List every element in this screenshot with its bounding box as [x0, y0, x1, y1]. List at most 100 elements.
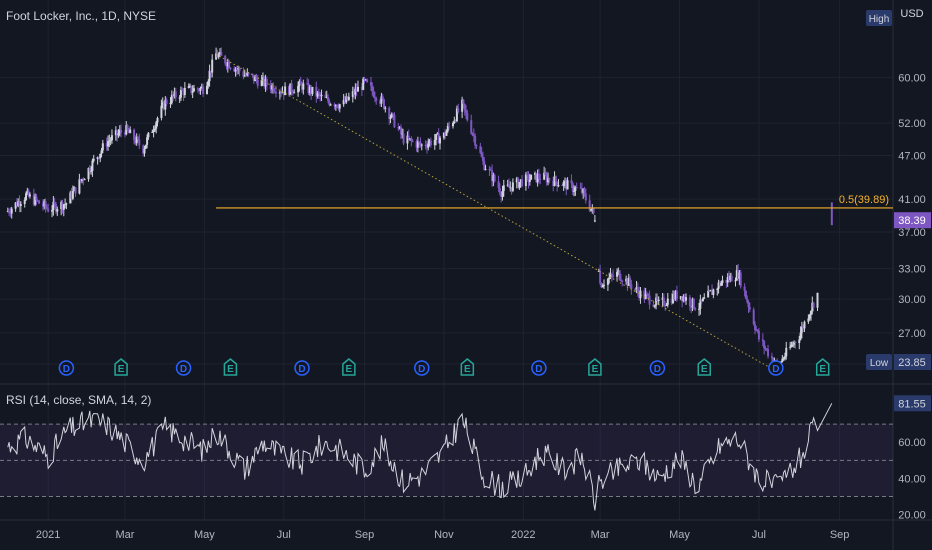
candle-body — [511, 182, 514, 191]
candle — [528, 173, 531, 186]
price-axis[interactable]: USD High 60.00 52.00 47.00 41.00 37.00 33.00 30.… — [866, 8, 931, 522]
candle — [238, 66, 241, 77]
candle-body — [287, 86, 290, 95]
earnings-marker[interactable]: E — [460, 358, 475, 376]
dividend-marker[interactable]: D — [58, 360, 75, 376]
candle — [384, 106, 387, 113]
time-tick-label: Mar — [591, 529, 610, 541]
candle — [653, 304, 656, 309]
candle-body — [506, 184, 509, 186]
candle — [475, 144, 478, 150]
candle-body — [570, 180, 573, 184]
candle-body — [234, 68, 237, 72]
candle-body — [579, 187, 582, 189]
earnings-marker[interactable]: E — [697, 358, 711, 376]
candle — [698, 302, 701, 316]
dividend-marker[interactable]: D — [768, 360, 784, 376]
candle — [798, 335, 801, 350]
candle-body — [526, 174, 529, 176]
candle — [273, 88, 276, 94]
candle — [489, 167, 492, 171]
earnings-marker[interactable]: E — [342, 358, 356, 376]
candle-body — [803, 321, 806, 329]
candle-body — [465, 109, 468, 114]
candle-body — [327, 97, 330, 101]
candle-body — [355, 88, 358, 92]
event-symbol: D — [772, 364, 779, 375]
dividend-marker[interactable]: D — [294, 360, 310, 376]
candle — [470, 114, 473, 135]
candle — [571, 181, 574, 195]
candle — [744, 290, 747, 299]
candle — [599, 264, 602, 286]
candle — [471, 132, 474, 137]
candle — [411, 138, 414, 143]
candle — [41, 199, 44, 211]
dividend-marker[interactable]: D — [414, 360, 430, 376]
price-tick-label: 27.00 — [898, 328, 926, 340]
candle-body — [584, 193, 587, 201]
earnings-marker[interactable]: E — [815, 358, 830, 376]
candle — [181, 87, 184, 92]
candle-body — [14, 202, 17, 209]
candle — [589, 209, 592, 212]
candle — [539, 173, 542, 185]
candle-body — [19, 204, 22, 206]
candle-body — [353, 91, 356, 95]
dividend-marker[interactable]: D — [531, 360, 547, 376]
candle — [346, 96, 349, 101]
candle — [557, 179, 560, 188]
event-symbol: E — [701, 364, 708, 375]
price-pane[interactable]: 0.5(39.89) — [6, 47, 893, 370]
earnings-marker[interactable]: E — [588, 358, 602, 376]
candle-body — [155, 122, 158, 129]
candle — [716, 287, 719, 296]
candle — [191, 85, 194, 99]
candle — [556, 181, 559, 192]
dividend-marker[interactable]: D — [649, 360, 666, 376]
candle — [187, 83, 190, 89]
earnings-marker[interactable]: E — [114, 358, 128, 376]
candle — [673, 290, 676, 302]
candle-body — [187, 86, 190, 88]
rsi-title: RSI (14, close, SMA, 14, 2) — [6, 393, 152, 407]
candle-body — [543, 172, 546, 180]
candle-body — [334, 104, 337, 107]
candle-body — [425, 146, 428, 148]
candle — [189, 83, 192, 88]
earnings-marker[interactable]: E — [223, 358, 238, 376]
candle — [537, 168, 540, 184]
candle — [638, 286, 641, 301]
candle — [655, 293, 658, 310]
candle-body — [402, 133, 405, 144]
candle — [616, 268, 619, 282]
candle — [688, 294, 691, 311]
candle-body — [416, 141, 419, 148]
candle-body — [81, 179, 84, 181]
candle — [765, 348, 768, 352]
candle — [319, 91, 322, 102]
candle — [91, 158, 94, 177]
candle — [226, 58, 229, 73]
rsi-pane[interactable] — [0, 403, 893, 511]
candle — [681, 295, 684, 308]
time-axis[interactable]: 2021 Mar May Jul Sep Nov 2022 Mar May Jul Sep — [36, 529, 849, 541]
candle — [147, 132, 150, 140]
candle — [209, 70, 212, 79]
candle-body — [101, 143, 104, 151]
candle-body — [721, 280, 724, 283]
candle — [630, 279, 633, 295]
candle-body — [125, 125, 128, 135]
candle-body — [437, 133, 440, 144]
candle — [315, 81, 318, 103]
candle — [748, 302, 751, 313]
current-price-text: 38.39 — [898, 215, 926, 227]
dividend-marker[interactable]: D — [175, 360, 192, 376]
candle-body — [703, 297, 706, 299]
candle-body — [34, 196, 37, 205]
price-tick-label: 41.00 — [898, 194, 926, 206]
candle-body — [108, 140, 111, 142]
candle — [703, 293, 706, 300]
